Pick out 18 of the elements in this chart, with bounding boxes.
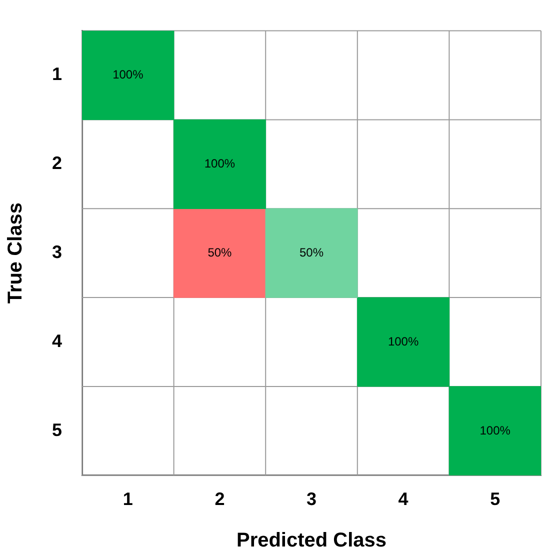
data-label: 50% <box>208 245 232 260</box>
data-label: 100% <box>112 68 144 82</box>
y-axis-title: True Class <box>4 202 27 304</box>
y-tick-label: 2 <box>52 153 62 174</box>
y-tick-label: 1 <box>52 64 62 84</box>
y-tick-label: 3 <box>52 242 62 262</box>
data-label: 100% <box>388 334 419 348</box>
x-tick-label: 2 <box>214 489 225 510</box>
y-tick-label: 5 <box>52 420 62 440</box>
y-tick-label: 4 <box>52 330 62 351</box>
data-label: 100% <box>204 156 236 170</box>
x-tick-label: 4 <box>398 489 408 510</box>
x-tick-label: 3 <box>306 489 317 510</box>
x-tick-label: 5 <box>490 489 500 510</box>
x-axis-title: Predicted Class <box>236 530 387 552</box>
data-label: 50% <box>299 245 324 260</box>
x-tick-label: 1 <box>122 489 133 510</box>
data-label: 100% <box>480 423 511 438</box>
